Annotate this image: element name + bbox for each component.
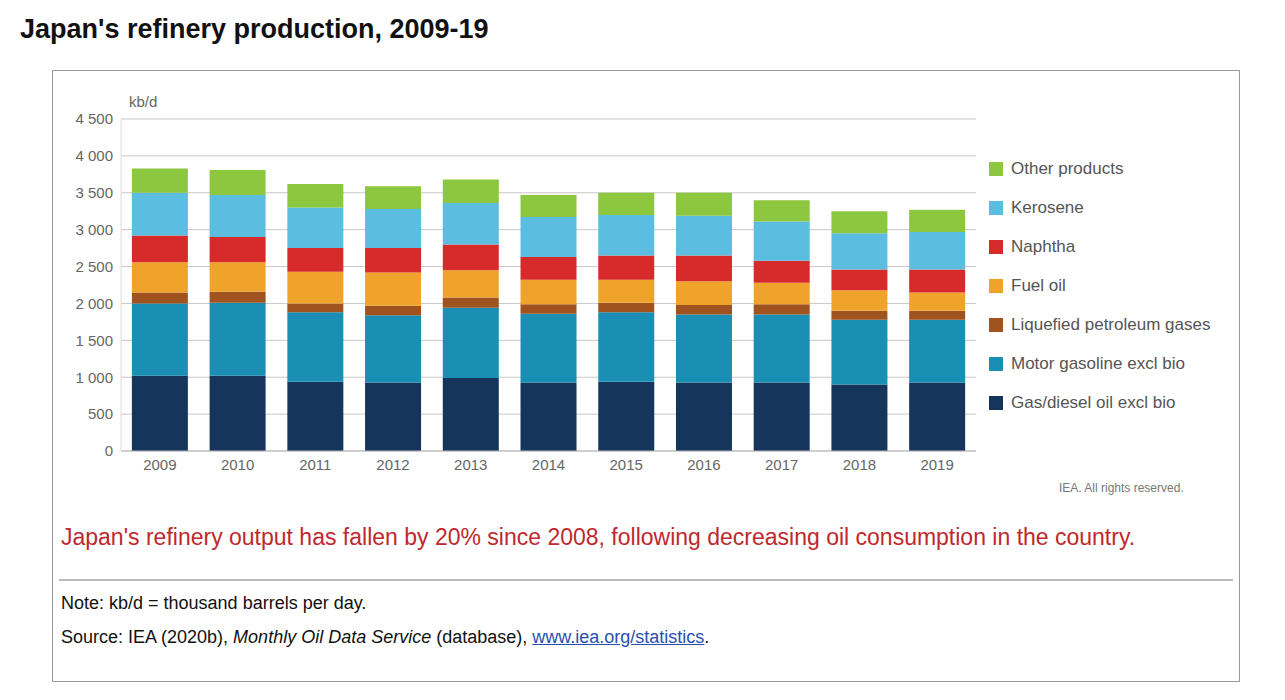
svg-text:2011: 2011 bbox=[299, 456, 331, 473]
html-text:Motor gasoline excl bio: Motor gasoline excl bio bbox=[1011, 353, 1185, 373]
svg-text:4 500: 4 500 bbox=[75, 110, 113, 127]
svg-text:2016: 2016 bbox=[687, 456, 720, 473]
html-text:kb/d: kb/d bbox=[129, 93, 158, 110]
html-text:Note: kb/d = thousand barrels: Note: kb/d = thousand barrels per day. bbox=[61, 593, 367, 613]
svg-text:2015: 2015 bbox=[610, 456, 643, 473]
svg-text:2018: 2018 bbox=[843, 456, 876, 473]
svg-text:2017: 2017 bbox=[765, 456, 798, 473]
svg-text:0: 0 bbox=[105, 442, 113, 459]
html-text:Fuel oil: Fuel oil bbox=[1011, 275, 1066, 295]
html-text:Other products: Other products bbox=[1011, 158, 1124, 178]
svg-text:500: 500 bbox=[88, 405, 113, 422]
html-text:Japan's refinery production, 2: Japan's refinery production, 2009-19 bbox=[20, 14, 489, 44]
svg-text:3 500: 3 500 bbox=[75, 184, 113, 201]
html-text:Gas/diesel oil excl bio: Gas/diesel oil excl bio bbox=[1011, 392, 1176, 412]
svg-text:1 000: 1 000 bbox=[75, 369, 113, 386]
html-text:Source: IEA (2020b), Monthly O: Source: IEA (2020b), Monthly Oil Data Se… bbox=[61, 627, 710, 647]
svg-text:2013: 2013 bbox=[454, 456, 487, 473]
svg-text:4 000: 4 000 bbox=[75, 147, 113, 164]
svg-text:2 500: 2 500 bbox=[75, 258, 113, 275]
svg-text:2014: 2014 bbox=[532, 456, 565, 473]
html-text:Naphtha: Naphtha bbox=[1011, 236, 1076, 256]
html-text:Kerosene: Kerosene bbox=[1011, 197, 1084, 217]
html-text:Liquefied petroleum gases: Liquefied petroleum gases bbox=[1011, 314, 1211, 334]
svg-text:2019: 2019 bbox=[920, 456, 953, 473]
svg-text:2012: 2012 bbox=[376, 456, 409, 473]
svg-text:2009: 2009 bbox=[143, 456, 176, 473]
svg-text:1 500: 1 500 bbox=[75, 332, 113, 349]
svg-text:2010: 2010 bbox=[221, 456, 254, 473]
svg-text:3 000: 3 000 bbox=[75, 221, 113, 238]
html-text:Japan's refinery output has fa: Japan's refinery output has fallen by 20… bbox=[61, 524, 1136, 550]
svg-text:2 000: 2 000 bbox=[75, 295, 113, 312]
html-text:IEA. All rights reserved.: IEA. All rights reserved. bbox=[1059, 481, 1184, 495]
